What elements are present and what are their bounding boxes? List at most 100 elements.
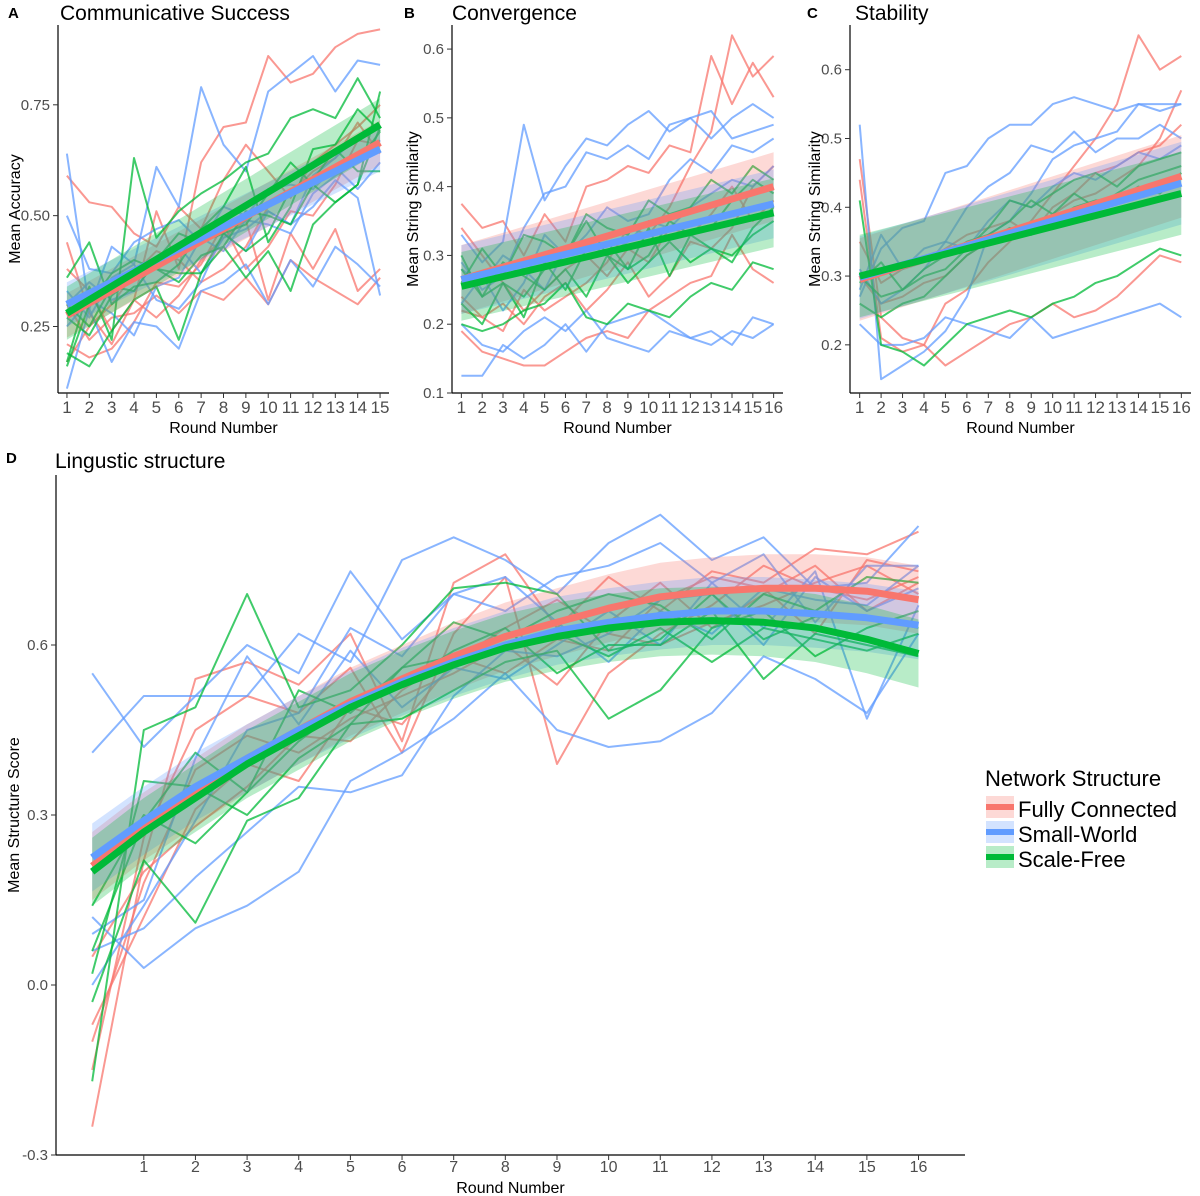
panel-c-trajectory-1-1 (859, 302, 1182, 346)
panel-d-x-tick-label-14: 15 (858, 1159, 876, 1176)
panel-c-x-tick-label-4: 5 (941, 398, 950, 417)
legend: Network Structure Fully Connected Small-… (985, 766, 1177, 872)
legend-item-scale-free: Scale-Free (986, 846, 1126, 872)
panel-c: 0.20.30.40.50.61 2 3 4 5 6 7 8 9 10 11 12 13 14 15 16Ro… (807, 2, 1191, 437)
panel-a-x-tick-label-3: 4 (129, 398, 138, 417)
panel-a-x-axis-title: Round Number (169, 420, 278, 437)
panel-d-x-tick-label-1: 2 (191, 1159, 200, 1176)
panel-b-x-tick-label-14: 15 (743, 398, 762, 417)
panel-a-trajectory-0-0 (65, 28, 381, 346)
panel-c-tag: C (807, 5, 818, 22)
panel-c-trajectory-1-2 (858, 96, 1182, 298)
panel-d-x-tick-label-3: 4 (294, 1159, 303, 1176)
panel-c-x-axis-title: Round Number (966, 420, 1075, 437)
panel-a-y-tick-label-2: 0.75 (21, 97, 50, 114)
panel-b-trajectory-1-5 (460, 309, 775, 353)
panel-a-trajectory-0-4 (66, 121, 381, 363)
panel-b-y-tick-label-3: 0.4 (423, 179, 444, 196)
panel-b-trajectory-1-3 (460, 137, 775, 312)
panel-b-tag: B (404, 5, 415, 22)
panel-d-y-tick-label-0: -0.3 (22, 1147, 48, 1164)
legend-title: Network Structure (985, 766, 1161, 791)
panel-c-y-tick-label-0: 0.2 (821, 337, 842, 354)
panel-c-trajectory-2-2 (859, 165, 1182, 298)
panel-b-trajectory-2-3 (460, 206, 775, 326)
panel-d-x-tick-label-2: 3 (243, 1159, 252, 1176)
panel-d-x-tick-label-13: 14 (806, 1159, 824, 1176)
panel-d-y-tick-label-3: 0.6 (27, 637, 48, 654)
panel-d-y-axis-title: Mean Structure Score (6, 737, 23, 893)
panel-b-x-tick-label-15: 16 (764, 398, 783, 417)
panel-b-x-tick-label-10: 11 (661, 398, 679, 417)
legend-item-small-world: Small-World (986, 821, 1137, 847)
panel-a-x-tick-label-12: 13 (326, 398, 345, 417)
panel-c-fit-scale-free (858, 190, 1183, 280)
panel-d-x-tick-label-12: 13 (755, 1159, 773, 1176)
panel-b: 0.10.20.30.40.50.61 2 3 4 5 6 7 8 9 10 11 12 13 14 15 1… (404, 2, 783, 437)
panel-d-x-axis-title: Round Number (456, 1180, 565, 1196)
panel-c-x-tick-label-13: 14 (1129, 398, 1148, 417)
panel-a-title: Communicative Success (60, 2, 290, 25)
panel-d-y-tick-label-2: 0.3 (27, 807, 48, 824)
panel-b-x-tick-label-9: 10 (639, 398, 658, 417)
panel-c-y-tick-label-2: 0.4 (821, 199, 842, 216)
panel-a-trajectory-1-1 (65, 245, 381, 389)
panel-d-x-tick-label-11: 12 (703, 1159, 721, 1176)
panel-d-x-tick-label-7: 8 (501, 1159, 510, 1176)
panel-b-title: Convergence (452, 2, 577, 25)
panel-c-x-tick-label-0: 1 (855, 398, 864, 417)
panel-c-x-tick-label-3: 4 (919, 398, 928, 417)
panel-c-x-tick-label-10: 11 (1065, 398, 1083, 417)
panel-d-x-tick-label-8: 9 (553, 1159, 562, 1176)
panel-c-x-tick-label-7: 8 (1005, 398, 1014, 417)
panel-a-x-tick-label-1: 2 (85, 398, 94, 417)
panel-d-x-tick-label-5: 6 (398, 1159, 407, 1176)
panel-a-trajectory-1-3 (66, 126, 381, 306)
panel-b-x-tick-label-7: 8 (602, 398, 611, 417)
panel-c-y-tick-label-4: 0.6 (821, 62, 842, 79)
panel-a-x-tick-label-14: 15 (371, 398, 390, 417)
panel-c-x-tick-label-1: 2 (876, 398, 885, 417)
panel-b-x-tick-label-5: 6 (561, 398, 570, 417)
panel-b-x-tick-label-2: 3 (498, 398, 507, 417)
panel-c-x-tick-label-2: 3 (898, 398, 907, 417)
panel-d-tag: D (6, 450, 17, 467)
legend-label-fully-connected: Fully Connected (1018, 797, 1177, 822)
panel-c-trajectory-2-0 (858, 200, 1182, 367)
panel-a-x-tick-label-10: 11 (282, 398, 300, 417)
panel-b-y-axis-title: Mean String Similarity (405, 131, 422, 287)
panel-b-x-tick-label-3: 4 (519, 398, 528, 417)
panel-c-y-tick-label-1: 0.3 (821, 268, 842, 285)
panel-b-x-tick-label-8: 9 (623, 398, 632, 417)
panel-c-title: Stability (855, 2, 929, 25)
panel-a-x-tick-label-5: 6 (174, 398, 183, 417)
panel-c-x-tick-label-11: 12 (1086, 398, 1105, 417)
panel-b-y-tick-label-2: 0.3 (423, 247, 444, 264)
panel-c-trajectory-2-1 (859, 151, 1182, 291)
panel-a-trajectory-2-2 (66, 108, 381, 306)
panel-c-y-axis-title: Mean String Similarity (807, 131, 824, 287)
panel-a-y-tick-label-1: 0.50 (21, 208, 50, 225)
panel-d-x-tick-label-9: 10 (600, 1159, 618, 1176)
panel-b-y-tick-label-0: 0.1 (423, 385, 444, 402)
panel-d-fit-scale-free (90, 617, 920, 875)
panel-d-title: Lingustic structure (55, 450, 225, 473)
panel-d-y-tick-label-1: 0.0 (27, 977, 48, 994)
panel-d-x-tick-label-15: 16 (910, 1159, 928, 1176)
panel-a-y-tick-label-0: 0.25 (21, 318, 50, 335)
panel-a-y-axis-title: Mean Accuracy (7, 154, 24, 263)
panel-b-x-tick-label-13: 14 (723, 398, 742, 417)
panel-b-trajectory-1-2 (460, 110, 774, 291)
panel-a-x-tick-label-11: 12 (303, 398, 322, 417)
panel-d-trajectory-1-1 (91, 542, 919, 754)
panel-c-y-tick-label-3: 0.5 (821, 130, 842, 147)
panel-d-x-tick-label-10: 11 (652, 1159, 669, 1176)
panel-b-x-axis-title: Round Number (563, 420, 672, 437)
panel-b-y-tick-label-1: 0.2 (423, 316, 444, 333)
panel-a-x-tick-label-13: 14 (348, 398, 367, 417)
panel-b-x-tick-label-6: 7 (582, 398, 591, 417)
panel-c-plot-area (858, 34, 1183, 381)
panel-b-y-tick-label-5: 0.6 (423, 41, 444, 58)
